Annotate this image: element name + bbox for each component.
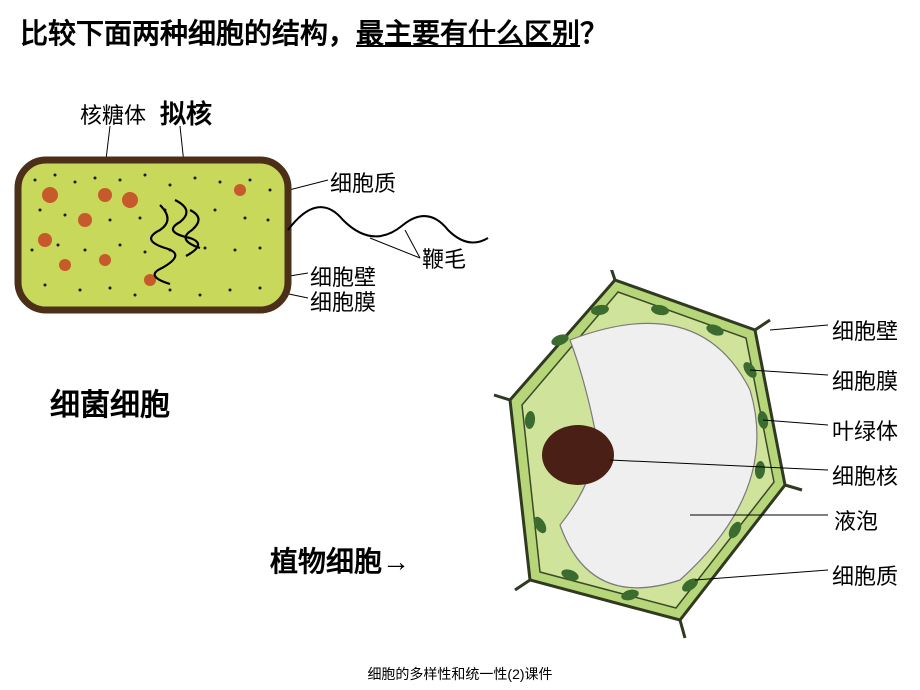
title-suffix: ？ — [580, 18, 608, 49]
label-plant-cellwall: 细胞壁 — [832, 314, 898, 346]
label-ribosome: 核糖体 — [80, 98, 146, 130]
label-cytoplasm: 细胞质 — [330, 166, 396, 198]
label-nucleus: 细胞核 — [832, 459, 898, 491]
label-nucleoid: 拟核 — [160, 94, 212, 131]
plant-diagram: 细胞壁 细胞膜 叶绿体 细胞核 液泡 细胞质 — [450, 270, 910, 670]
page-title: 比较下面两种细胞的结构，最主要有什么区别？ — [20, 12, 608, 52]
bacterium-title: 细菌细胞 — [50, 380, 170, 424]
title-underline: 最主要有什么区别 — [356, 18, 580, 49]
label-vacuole: 液泡 — [834, 504, 878, 536]
label-chloroplast: 叶绿体 — [832, 414, 898, 446]
bacterium-diagram: 核糖体 拟核 细胞质 细胞壁 细胞膜 鞭毛 — [10, 90, 450, 350]
title-prefix: 比较下面两种细胞的结构， — [20, 18, 356, 49]
label-membrane: 细胞膜 — [310, 285, 376, 317]
plant-title: 植物细胞→ — [270, 540, 410, 580]
footer-text: 细胞的多样性和统一性(2)课件 — [0, 664, 920, 684]
label-plant-membrane: 细胞膜 — [832, 364, 898, 396]
label-plant-cytoplasm: 细胞质 — [832, 559, 898, 591]
